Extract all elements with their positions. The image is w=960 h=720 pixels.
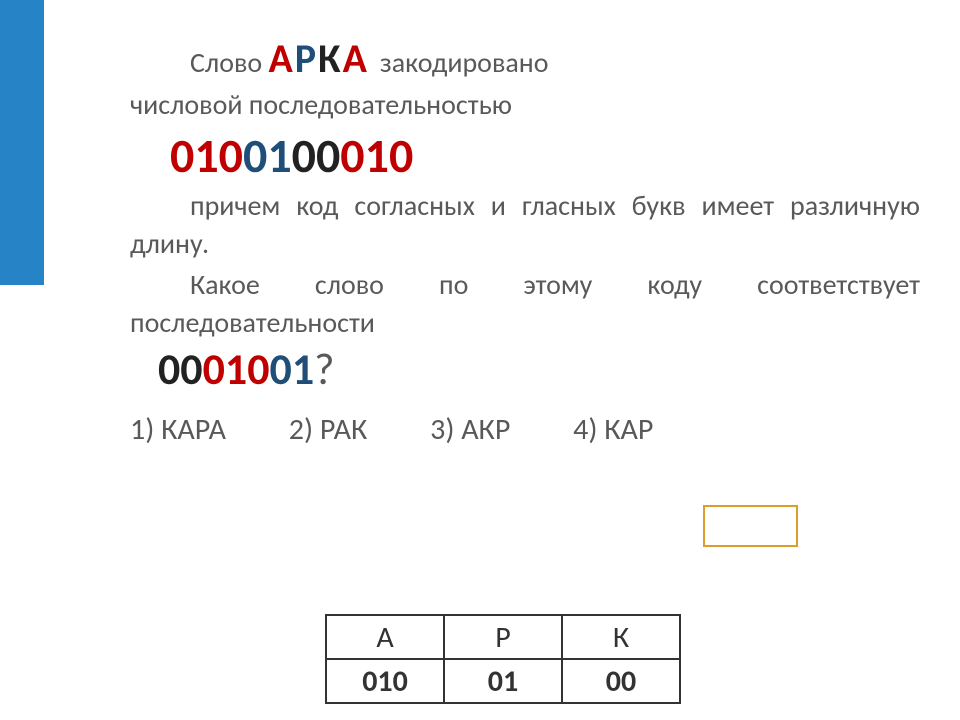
question-mark: ?: [314, 342, 334, 396]
arka-word: АРКА: [269, 34, 380, 83]
seq2-p3: 01: [270, 342, 315, 396]
table-row: 010 01 00: [326, 659, 680, 703]
table-code-a: 010: [326, 659, 444, 703]
seq2-p1: 00: [158, 342, 203, 396]
code-table: А Р К 010 01 00: [325, 614, 681, 704]
table-row: А Р К: [326, 615, 680, 659]
seq2-p2: 010: [203, 342, 270, 396]
table-header-k: К: [562, 615, 680, 659]
intro-line-1: Слово АРКА закодировано: [130, 32, 920, 86]
arka-r: Р: [295, 34, 318, 83]
intro-pre: Слово: [190, 45, 269, 80]
table-header-r: Р: [444, 615, 562, 659]
table-code-r: 01: [444, 659, 562, 703]
answer-3: 3) АКР: [430, 410, 510, 451]
accent-bar: [0, 0, 44, 285]
answer-2: 2) РАК: [289, 410, 368, 451]
para-3: Какое слово по этому коду соответствует …: [130, 266, 920, 342]
arka-a2: А: [343, 34, 369, 83]
answer-1: 1) КАРА: [130, 410, 226, 451]
seq1-p3: 00: [292, 126, 341, 185]
slide-content: Слово АРКА закодировано числовой последо…: [130, 32, 920, 450]
answer-options: 1) КАРА 2) РАК 3) АКР 4) КАР: [130, 410, 920, 451]
encoded-sequence-2: 0001001?: [158, 342, 920, 396]
intro-post: закодировано: [380, 45, 549, 80]
para-2: причем код согласных и гласных букв имее…: [130, 187, 920, 263]
answer-highlight-box: [703, 505, 798, 547]
table-header-a: А: [326, 615, 444, 659]
intro-line-2: числовой последовательностью: [130, 86, 920, 124]
arka-a1: А: [269, 34, 295, 83]
seq1-p1: 010: [170, 126, 243, 185]
answer-4: 4) КАР: [573, 410, 653, 451]
arka-k: К: [318, 34, 343, 83]
seq1-p2: 01: [243, 126, 292, 185]
encoded-sequence-1: 0100100010: [170, 126, 920, 185]
table-code-k: 00: [562, 659, 680, 703]
seq1-p4: 010: [340, 126, 413, 185]
